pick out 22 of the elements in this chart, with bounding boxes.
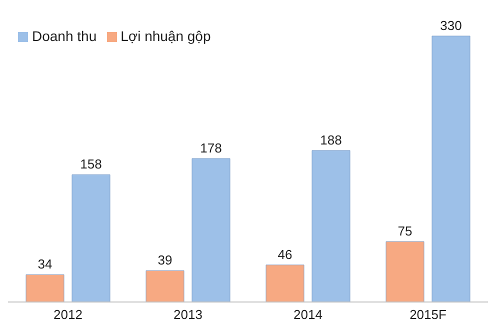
bar xyxy=(312,150,350,302)
legend-label: Lợi nhuận gộp xyxy=(120,28,211,44)
data-label: 330 xyxy=(440,18,462,33)
data-label: 188 xyxy=(320,132,342,148)
bar xyxy=(146,270,184,302)
legend-label: Doanh thu xyxy=(32,28,97,44)
data-label: 158 xyxy=(80,156,102,172)
data-label: 75 xyxy=(398,224,412,239)
bar xyxy=(386,241,424,302)
x-tick-label: 2012 xyxy=(54,307,82,322)
bar xyxy=(26,274,64,302)
bar xyxy=(192,158,230,302)
data-label: 34 xyxy=(38,256,52,272)
x-tick-label: 2013 xyxy=(174,307,202,322)
data-label: 178 xyxy=(200,140,222,156)
data-label: 46 xyxy=(278,246,292,262)
bar xyxy=(72,174,110,302)
bar xyxy=(432,36,470,302)
data-label: 39 xyxy=(158,252,172,268)
bar xyxy=(266,264,304,302)
x-tick-label: 2015F xyxy=(410,307,446,322)
x-tick-label: 2014 xyxy=(294,307,322,322)
